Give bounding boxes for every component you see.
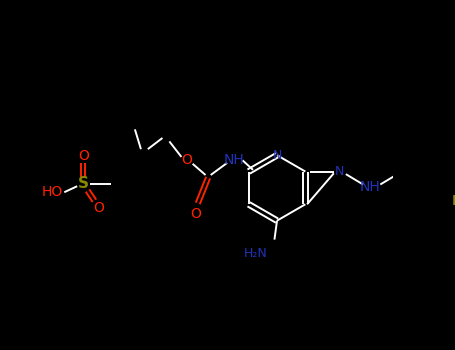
Text: N: N (273, 149, 282, 162)
Text: HO: HO (41, 185, 63, 199)
Text: N: N (335, 165, 344, 178)
Text: NH: NH (359, 180, 380, 194)
Text: S: S (78, 176, 89, 191)
Text: H₂N: H₂N (244, 247, 268, 260)
Text: O: O (93, 201, 104, 215)
Text: NH: NH (223, 153, 244, 167)
Text: O: O (190, 207, 201, 221)
Text: O: O (78, 149, 89, 163)
Text: F: F (452, 194, 455, 208)
Text: O: O (181, 153, 192, 167)
